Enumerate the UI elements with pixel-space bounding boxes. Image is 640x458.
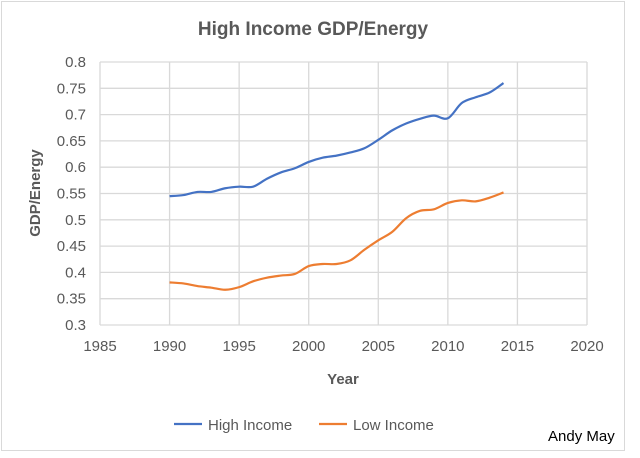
x-axis-ticks: 1985 1990 1995 2000 2005 2010 2015 2020 <box>83 338 603 355</box>
legend: High Income Low Income <box>174 417 434 434</box>
x-tick-label: 2020 <box>570 338 603 355</box>
x-tick-label: 1985 <box>83 338 116 355</box>
y-tick-label: 0.8 <box>65 54 86 71</box>
x-tick-label: 2000 <box>292 338 325 355</box>
x-tick-label: 1990 <box>153 338 186 355</box>
series-line-low-income <box>169 191 504 291</box>
x-axis-label: Year <box>327 371 359 388</box>
y-tick-label: 0.6 <box>65 159 86 176</box>
series-line-high-income <box>169 82 505 198</box>
y-axis-label: GDP/Energy <box>27 149 44 237</box>
y-tick-label: 0.35 <box>57 291 86 308</box>
y-tick-label: 0.45 <box>57 238 86 255</box>
chart-title: High Income GDP/Energy <box>198 19 429 40</box>
x-tick-label: 2010 <box>431 338 464 355</box>
y-tick-label: 0.7 <box>65 107 86 124</box>
y-tick-label: 0.55 <box>57 186 86 203</box>
chart-frame <box>1 1 625 451</box>
series-lines <box>169 82 505 291</box>
x-tick-label: 2005 <box>362 338 395 355</box>
y-tick-label: 0.65 <box>57 133 86 150</box>
x-tick-label: 2015 <box>501 338 534 355</box>
y-tick-label: 0.4 <box>65 264 86 281</box>
grid <box>99 61 588 326</box>
legend-label: High Income <box>208 417 292 434</box>
x-tick-label: 1995 <box>222 338 255 355</box>
y-tick-label: 0.3 <box>65 317 86 334</box>
y-axis-ticks: 0.3 0.35 0.4 0.45 0.5 0.55 0.6 0.65 0.7 0.75 0.8 <box>57 54 86 334</box>
y-tick-label: 0.5 <box>65 212 86 229</box>
legend-label: Low Income <box>353 417 434 434</box>
y-tick-label: 0.75 <box>57 80 86 97</box>
author-annotation: Andy May <box>548 428 615 445</box>
